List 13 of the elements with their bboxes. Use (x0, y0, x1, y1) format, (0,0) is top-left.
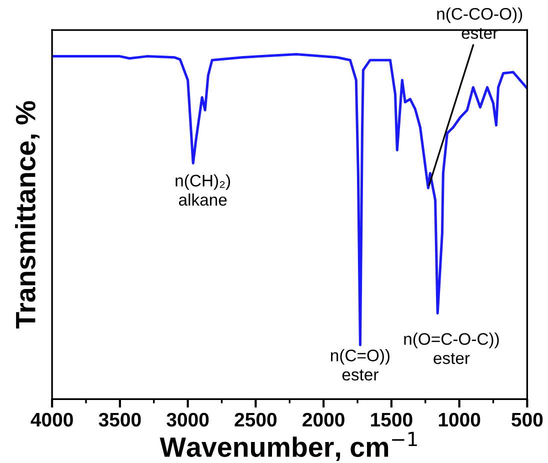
x-tick-label: 1500 (371, 412, 412, 427)
x-tick-label: 4000 (30, 412, 73, 427)
x-tick-label: 500 (512, 412, 543, 427)
x-axis-title: Wavenumber, cm$^{−1}$ (160, 432, 417, 461)
y-axis-title: Transmittance, % (15, 101, 40, 329)
x-tick-label: 2500 (234, 412, 277, 427)
x-tick-label: 3500 (98, 412, 141, 427)
annotation: n(O=C-O-C)) ester (404, 332, 499, 364)
x-tick-label: 2000 (302, 412, 344, 427)
annotation: n(C=O)) ester (330, 349, 390, 381)
x-tick-label: 1000 (438, 412, 480, 427)
annotation: n(CH)₂) alkane (176, 174, 230, 206)
x-tick-label: 3000 (166, 412, 209, 427)
